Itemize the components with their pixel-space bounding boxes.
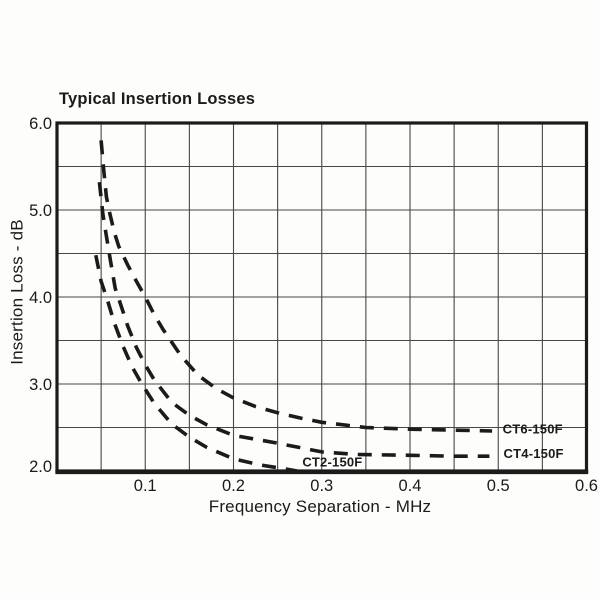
y-tick-label: 5.0 (29, 202, 52, 220)
series-labels: CT6-150F CT4-150F CT2-150F (302, 422, 563, 470)
series-label-ct6-150f: CT6-150F (503, 422, 563, 437)
curve-ct2-150f (94, 254, 298, 473)
y-tick-label: 6.0 (29, 115, 52, 133)
x-tick-label: 0.6 (575, 477, 598, 495)
x-tick-label: 0.4 (399, 477, 422, 495)
chart-title: Typical Insertion Losses (59, 90, 255, 108)
x-tick-label: 0.5 (487, 477, 510, 495)
x-axis-title: Frequency Separation - MHz (209, 497, 432, 516)
x-tick-label: 0.3 (310, 477, 333, 495)
x-tick-label: 0.2 (222, 477, 245, 495)
curve-ct6-150f (99, 140, 493, 433)
tick-labels: 0.1 0.2 0.3 0.4 0.5 0.6 2.0 3.0 4.0 5.0 6.0 (29, 115, 598, 495)
series-label-ct2-150f: CT2-150F (302, 455, 362, 470)
plot-frame (55, 121, 589, 475)
x-tick-label: 0.1 (134, 477, 157, 495)
curves (94, 140, 493, 473)
y-tick-label: 3.0 (29, 376, 52, 394)
y-axis-title: Insertion Loss - dB (7, 219, 26, 365)
curve-ct4-150f (97, 182, 490, 458)
y-tick-label: 4.0 (29, 289, 52, 307)
y-tick-label: 2.0 (29, 458, 52, 476)
grid-lines (57, 123, 587, 471)
series-label-ct4-150f: CT4-150F (504, 446, 564, 461)
